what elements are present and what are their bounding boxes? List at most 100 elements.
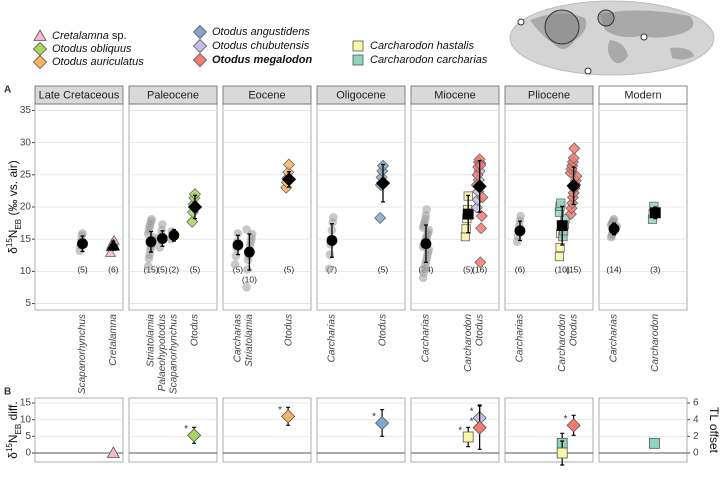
legend-label: Otodus angustidens: [212, 26, 310, 38]
legend-label: Otodus obliquus: [52, 43, 132, 55]
mean-marker: [106, 238, 121, 251]
sample-size: (14): [606, 264, 621, 274]
facet-title: Late Cretaceous: [39, 89, 120, 101]
mean-marker: [649, 207, 661, 219]
sample-size: (6): [108, 264, 119, 274]
facet-panel: [316, 397, 406, 463]
category-label: Carcharodon: [463, 314, 474, 372]
sample-size: (6): [515, 264, 526, 274]
legend-label: Otodus megalodon: [212, 54, 313, 66]
significance: *: [278, 405, 282, 416]
category-label: Carcharias: [515, 314, 526, 362]
y-tick-label: 5: [25, 298, 31, 309]
data-point: [242, 225, 251, 234]
data-point: [324, 264, 334, 274]
sample-size: (5): [284, 264, 295, 274]
mean-marker: [168, 229, 180, 241]
facet-strip: [504, 85, 594, 105]
sample-size: (5): [190, 264, 201, 274]
panel-label: B: [4, 387, 11, 398]
category-label: Otodus: [284, 314, 295, 346]
category-label: Carcharias: [327, 314, 338, 362]
legend-key: [192, 52, 208, 68]
facet-title: Oligocene: [336, 89, 386, 101]
mean-marker: [566, 178, 581, 193]
y-axis-title-part: EB: [14, 219, 23, 230]
sample-size: (5): [157, 264, 168, 274]
significance: *: [564, 414, 568, 425]
category-label: Otodus: [190, 314, 201, 346]
difference-marker: [556, 447, 568, 459]
data-point: [609, 214, 619, 224]
legend-key: [32, 54, 48, 70]
y-tick-label: 25: [20, 169, 32, 180]
category-label: Otodus: [378, 314, 389, 346]
data-point: [230, 259, 240, 269]
mean-marker: [145, 236, 157, 248]
difference-marker: [375, 415, 390, 431]
difference-marker: [649, 437, 660, 449]
mean-marker: [375, 176, 391, 191]
y-axis-title: δ15NEB diff.: [5, 401, 23, 458]
sample-size: (16): [472, 264, 487, 274]
panel-label: A: [4, 85, 11, 96]
data-point: [147, 214, 156, 224]
legend-name: Otodus auriculatus: [52, 56, 144, 68]
difference-marker: [472, 420, 487, 435]
data-point: [556, 198, 566, 208]
legend-label: Carcharodon carcharias: [370, 54, 488, 66]
map-site: [640, 33, 648, 41]
legend-key: [32, 41, 48, 57]
data-point: [475, 209, 488, 223]
mean-marker: [232, 239, 244, 251]
data-point: [104, 246, 117, 257]
facet-strip: [128, 85, 218, 105]
y-axis-title-part: 15: [5, 443, 14, 452]
facet-title: Modern: [624, 89, 661, 101]
sample-size: (10): [555, 264, 570, 274]
data-point: [186, 215, 199, 228]
facet-panel: [222, 397, 312, 463]
legend-suffix: sp.: [109, 30, 127, 42]
data-point: [242, 283, 251, 292]
y-axis-title-part: diff.: [6, 401, 20, 423]
facet-strip: [34, 85, 124, 105]
sample-size: (2): [169, 264, 180, 274]
y-tick-label: 30: [20, 137, 32, 148]
legend-name: Cretalamna: [52, 30, 109, 42]
data-point: [233, 229, 243, 238]
facet-title: Eocene: [248, 89, 285, 101]
legend-label: Carcharodon hastalis: [370, 40, 474, 52]
data-point: [474, 159, 487, 172]
significance: *: [458, 426, 462, 437]
data-point: [158, 220, 167, 229]
difference-marker: [106, 446, 121, 458]
category-label: Scapanorhynchus: [77, 314, 88, 394]
category-label: Scapanorhynchus: [169, 314, 180, 394]
facet-panel: [598, 397, 688, 463]
y-axis-title-part: (‰ vs. air): [6, 160, 20, 219]
category-label: Carcharodon: [557, 314, 568, 372]
category-label: Otodus: [568, 314, 579, 346]
mean-marker: [472, 179, 487, 194]
difference-marker: [187, 428, 202, 443]
mean-marker: [420, 238, 432, 250]
category-label: Striatolamia: [244, 314, 255, 367]
sample-size: (5): [233, 264, 244, 274]
significance: *: [184, 424, 188, 435]
sample-size: (10): [242, 274, 257, 284]
data-point: [329, 213, 338, 222]
facet-panel: [410, 397, 500, 463]
y-axis-title-part: δ: [6, 452, 20, 459]
category-label: Carcharias: [233, 314, 244, 362]
y-axis-title-part: EB: [14, 424, 23, 435]
facet-title: Pliocene: [528, 89, 570, 101]
significance: *: [372, 412, 376, 423]
y2-tick-label: 4: [693, 414, 699, 425]
data-point: [460, 232, 471, 242]
data-point: [475, 222, 488, 235]
category-label: Otodus: [474, 314, 485, 346]
sample-size: (3): [650, 264, 661, 274]
facet-strip: [222, 85, 312, 105]
